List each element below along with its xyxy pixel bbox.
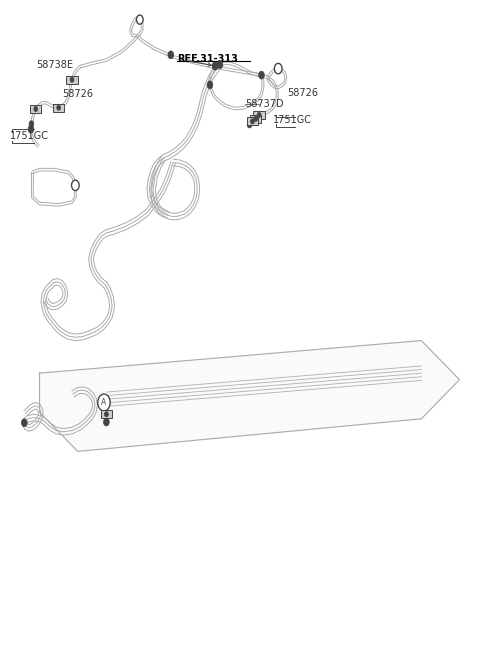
Circle shape (28, 125, 34, 133)
Bar (247, 117, 258, 125)
Circle shape (251, 119, 254, 124)
Circle shape (57, 105, 60, 110)
Circle shape (105, 411, 108, 417)
Circle shape (275, 64, 282, 74)
Circle shape (70, 77, 74, 83)
Bar (53, 103, 64, 111)
Text: 58738E: 58738E (36, 60, 73, 69)
Circle shape (259, 71, 264, 79)
Circle shape (22, 419, 27, 426)
Circle shape (72, 180, 79, 191)
Text: 58726: 58726 (62, 89, 94, 99)
Bar (30, 105, 41, 113)
Circle shape (207, 81, 213, 89)
Circle shape (29, 121, 34, 127)
Text: A: A (101, 398, 107, 407)
Text: 1751GC: 1751GC (274, 115, 312, 125)
Circle shape (212, 62, 218, 70)
Circle shape (212, 62, 218, 70)
Polygon shape (39, 341, 459, 451)
Circle shape (168, 51, 174, 59)
Bar (101, 410, 112, 418)
Circle shape (34, 106, 37, 111)
Text: 58737D: 58737D (245, 99, 283, 109)
Circle shape (98, 394, 110, 411)
Bar (250, 115, 262, 122)
Text: REF.31-313: REF.31-313 (177, 54, 238, 64)
Circle shape (136, 15, 143, 24)
Text: 58726: 58726 (287, 88, 318, 98)
Bar (253, 111, 265, 119)
Bar (66, 76, 78, 84)
Circle shape (257, 112, 261, 117)
Circle shape (254, 116, 258, 121)
Circle shape (247, 121, 252, 128)
Circle shape (104, 418, 109, 426)
Circle shape (217, 61, 223, 69)
Text: 1751GC: 1751GC (10, 132, 49, 141)
